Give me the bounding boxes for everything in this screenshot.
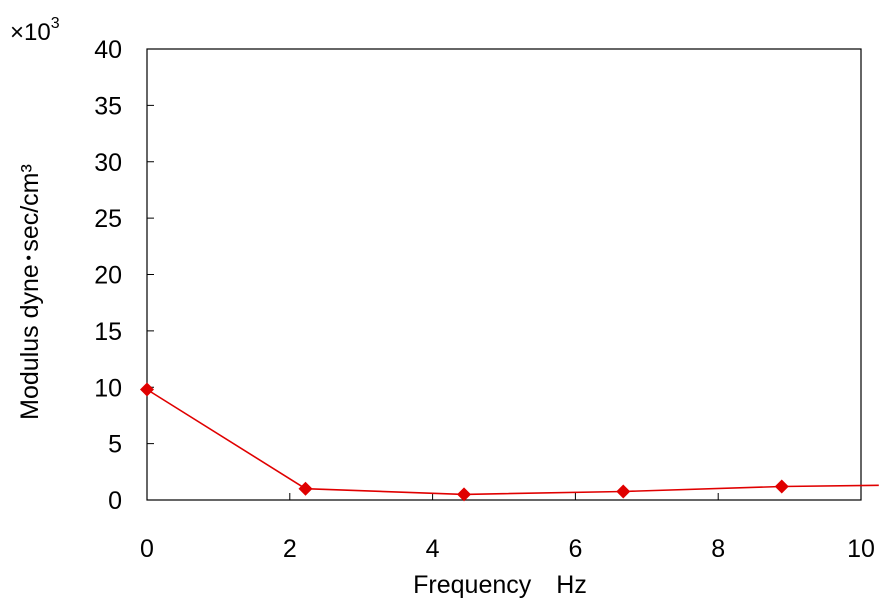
x-tick-label: 10 xyxy=(847,535,875,563)
data-point-marker xyxy=(616,484,631,499)
y-tick-label: 35 xyxy=(94,92,122,120)
x-axis-ticks: 0 2 4 6 8 10 xyxy=(140,493,875,563)
x-tick-label: 2 xyxy=(283,535,297,563)
y-tick-label: 30 xyxy=(94,149,122,177)
series-line xyxy=(146,388,879,496)
x-axis-title: Frequency Hz xyxy=(413,571,587,599)
y-multiplier: ×103 xyxy=(10,15,60,46)
y-tick-label: 20 xyxy=(94,262,122,290)
y-axis-title: Modulus dyne･sec/cm³ xyxy=(16,164,44,420)
y-tick-label: 40 xyxy=(94,36,122,64)
x-tick-label: 6 xyxy=(568,535,582,563)
data-point-marker xyxy=(774,479,789,494)
plot-area xyxy=(146,48,862,501)
y-multiplier-base: ×10 xyxy=(10,19,51,46)
x-tick-label: 8 xyxy=(711,535,725,563)
data-point-marker xyxy=(457,487,472,502)
y-multiplier-exponent: 3 xyxy=(51,15,60,32)
data-point-marker xyxy=(298,481,313,496)
y-tick-label: 0 xyxy=(108,487,122,515)
y-tick-label: 10 xyxy=(94,374,122,402)
x-tick-label: 0 xyxy=(140,535,154,563)
y-tick-label: 15 xyxy=(94,318,122,346)
y-tick-label: 5 xyxy=(108,431,122,459)
y-tick-label: 25 xyxy=(94,205,122,233)
x-tick-label: 4 xyxy=(426,535,440,563)
series-layer xyxy=(140,382,879,502)
data-point-marker xyxy=(140,382,154,397)
y-axis-ticks: 0 5 10 15 20 25 30 35 40 xyxy=(94,36,154,515)
